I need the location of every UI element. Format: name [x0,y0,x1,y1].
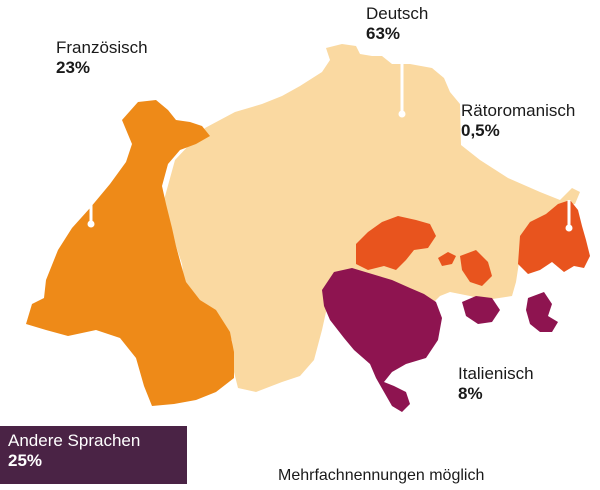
footnote: Mehrfachnennungen möglich [278,467,485,484]
label-raetoromanisch: Rätoromanisch 0,5% [461,101,575,140]
other-languages-box: Andere Sprachen 25% [0,426,187,484]
region-deutsch [164,44,580,392]
region-raetoromanisch-small-2 [438,252,456,266]
label-deutsch-percent: 63% [366,23,401,43]
label-franzoesisch-percent: 23% [56,57,91,77]
region-raetoromanisch-east [518,200,590,274]
leader-dot-franzoesisch [87,220,95,228]
label-deutsch-name: Deutsch [366,4,429,23]
region-raetoromanisch-west [356,216,436,270]
leader-dot-italienisch [392,378,400,386]
region-italienisch-ticino [322,268,442,412]
other-languages-percent: 25% [8,451,43,471]
label-deutsch: Deutsch 63% [366,4,428,43]
label-raetoromanisch-name: Rätoromanisch [461,101,576,120]
region-raetoromanisch-small-1 [460,250,492,286]
region-italienisch-misox [462,296,500,324]
label-italienisch-percent: 8% [458,383,483,403]
label-italienisch-name: Italienisch [458,364,534,383]
label-raetoromanisch-percent: 0,5% [461,120,500,140]
label-franzoesisch-name: Französisch [56,38,148,57]
region-italienisch-puschlav [526,292,558,332]
leader-dot-raetoromanisch [565,224,573,232]
leader-dot-deutsch [398,110,406,118]
region-franzoesisch [26,100,234,406]
other-languages-name: Andere Sprachen [8,431,141,450]
label-italienisch: Italienisch 8% [458,364,534,403]
label-franzoesisch: Französisch 23% [56,38,148,77]
